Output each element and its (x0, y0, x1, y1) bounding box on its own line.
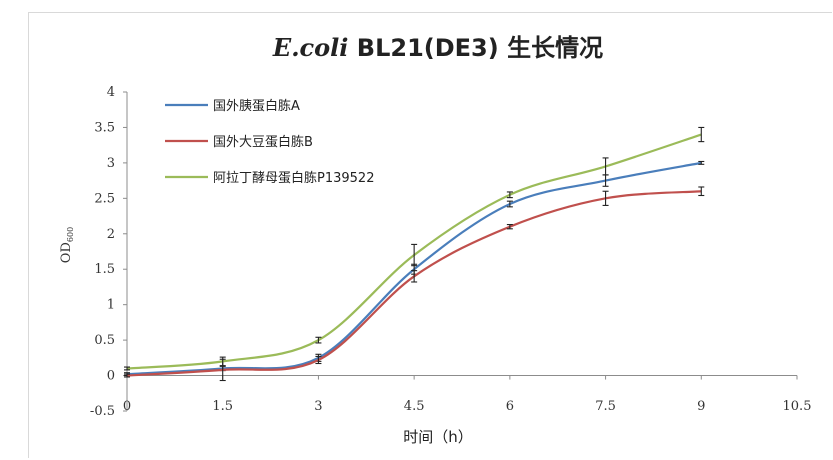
x-tick-label: 0 (123, 399, 131, 414)
y-tick-label: 1.5 (94, 262, 115, 277)
series-1 (124, 160, 705, 377)
chart-title-italic: E.coli (272, 33, 349, 62)
y-axis-label: OD600 (59, 227, 75, 263)
y-axis-label-sub: 600 (66, 227, 75, 242)
legend-label: 国外胰蛋白胨A (213, 98, 300, 114)
series-line (126, 190, 702, 377)
x-tick-label: 6 (506, 399, 514, 414)
y-tick-label: 0.5 (94, 333, 115, 348)
x-tick-label: 10.5 (783, 399, 812, 414)
x-tick-label: 1.5 (212, 399, 233, 414)
series-layer (124, 126, 705, 382)
series-2 (124, 186, 705, 382)
y-tick-label: 1 (107, 298, 115, 313)
chart-frame (28, 12, 832, 458)
y-tick-label: 4 (107, 85, 115, 100)
x-tick-label: 3 (314, 399, 322, 414)
axes: -0.5 0 0.5 1 1.5 2 2.5 3 3.5 4 0 1.5 3 4.5 6 7.5 9 10.5 (90, 85, 812, 419)
y-tick-label: 3 (107, 156, 115, 171)
y-tick-label: 2.5 (94, 191, 115, 206)
legend: 国外胰蛋白胨A 国外大豆蛋白胨B 阿拉丁酵母蛋白胨P139522 (165, 98, 374, 186)
x-tick-label: 7.5 (595, 399, 616, 414)
y-tick-label: 0 (107, 369, 115, 384)
x-tick-label: 9 (697, 399, 705, 414)
legend-label: 国外大豆蛋白胨B (213, 134, 313, 150)
chart-title: E.coli BL21(DE3) 生长情况 (272, 33, 603, 62)
chart-title-rest: BL21(DE3) 生长情况 (348, 34, 603, 62)
y-axis-label-main: OD (59, 242, 74, 263)
x-tick-label: 4.5 (404, 399, 425, 414)
x-axis-label: 时间（h） (403, 428, 473, 446)
y-tick-label: 2 (107, 227, 115, 242)
series-3 (124, 126, 705, 371)
y-tick-label: -0.5 (90, 404, 115, 419)
legend-label: 阿拉丁酵母蛋白胨P139522 (213, 170, 374, 186)
y-tick-label: 3.5 (94, 120, 115, 135)
